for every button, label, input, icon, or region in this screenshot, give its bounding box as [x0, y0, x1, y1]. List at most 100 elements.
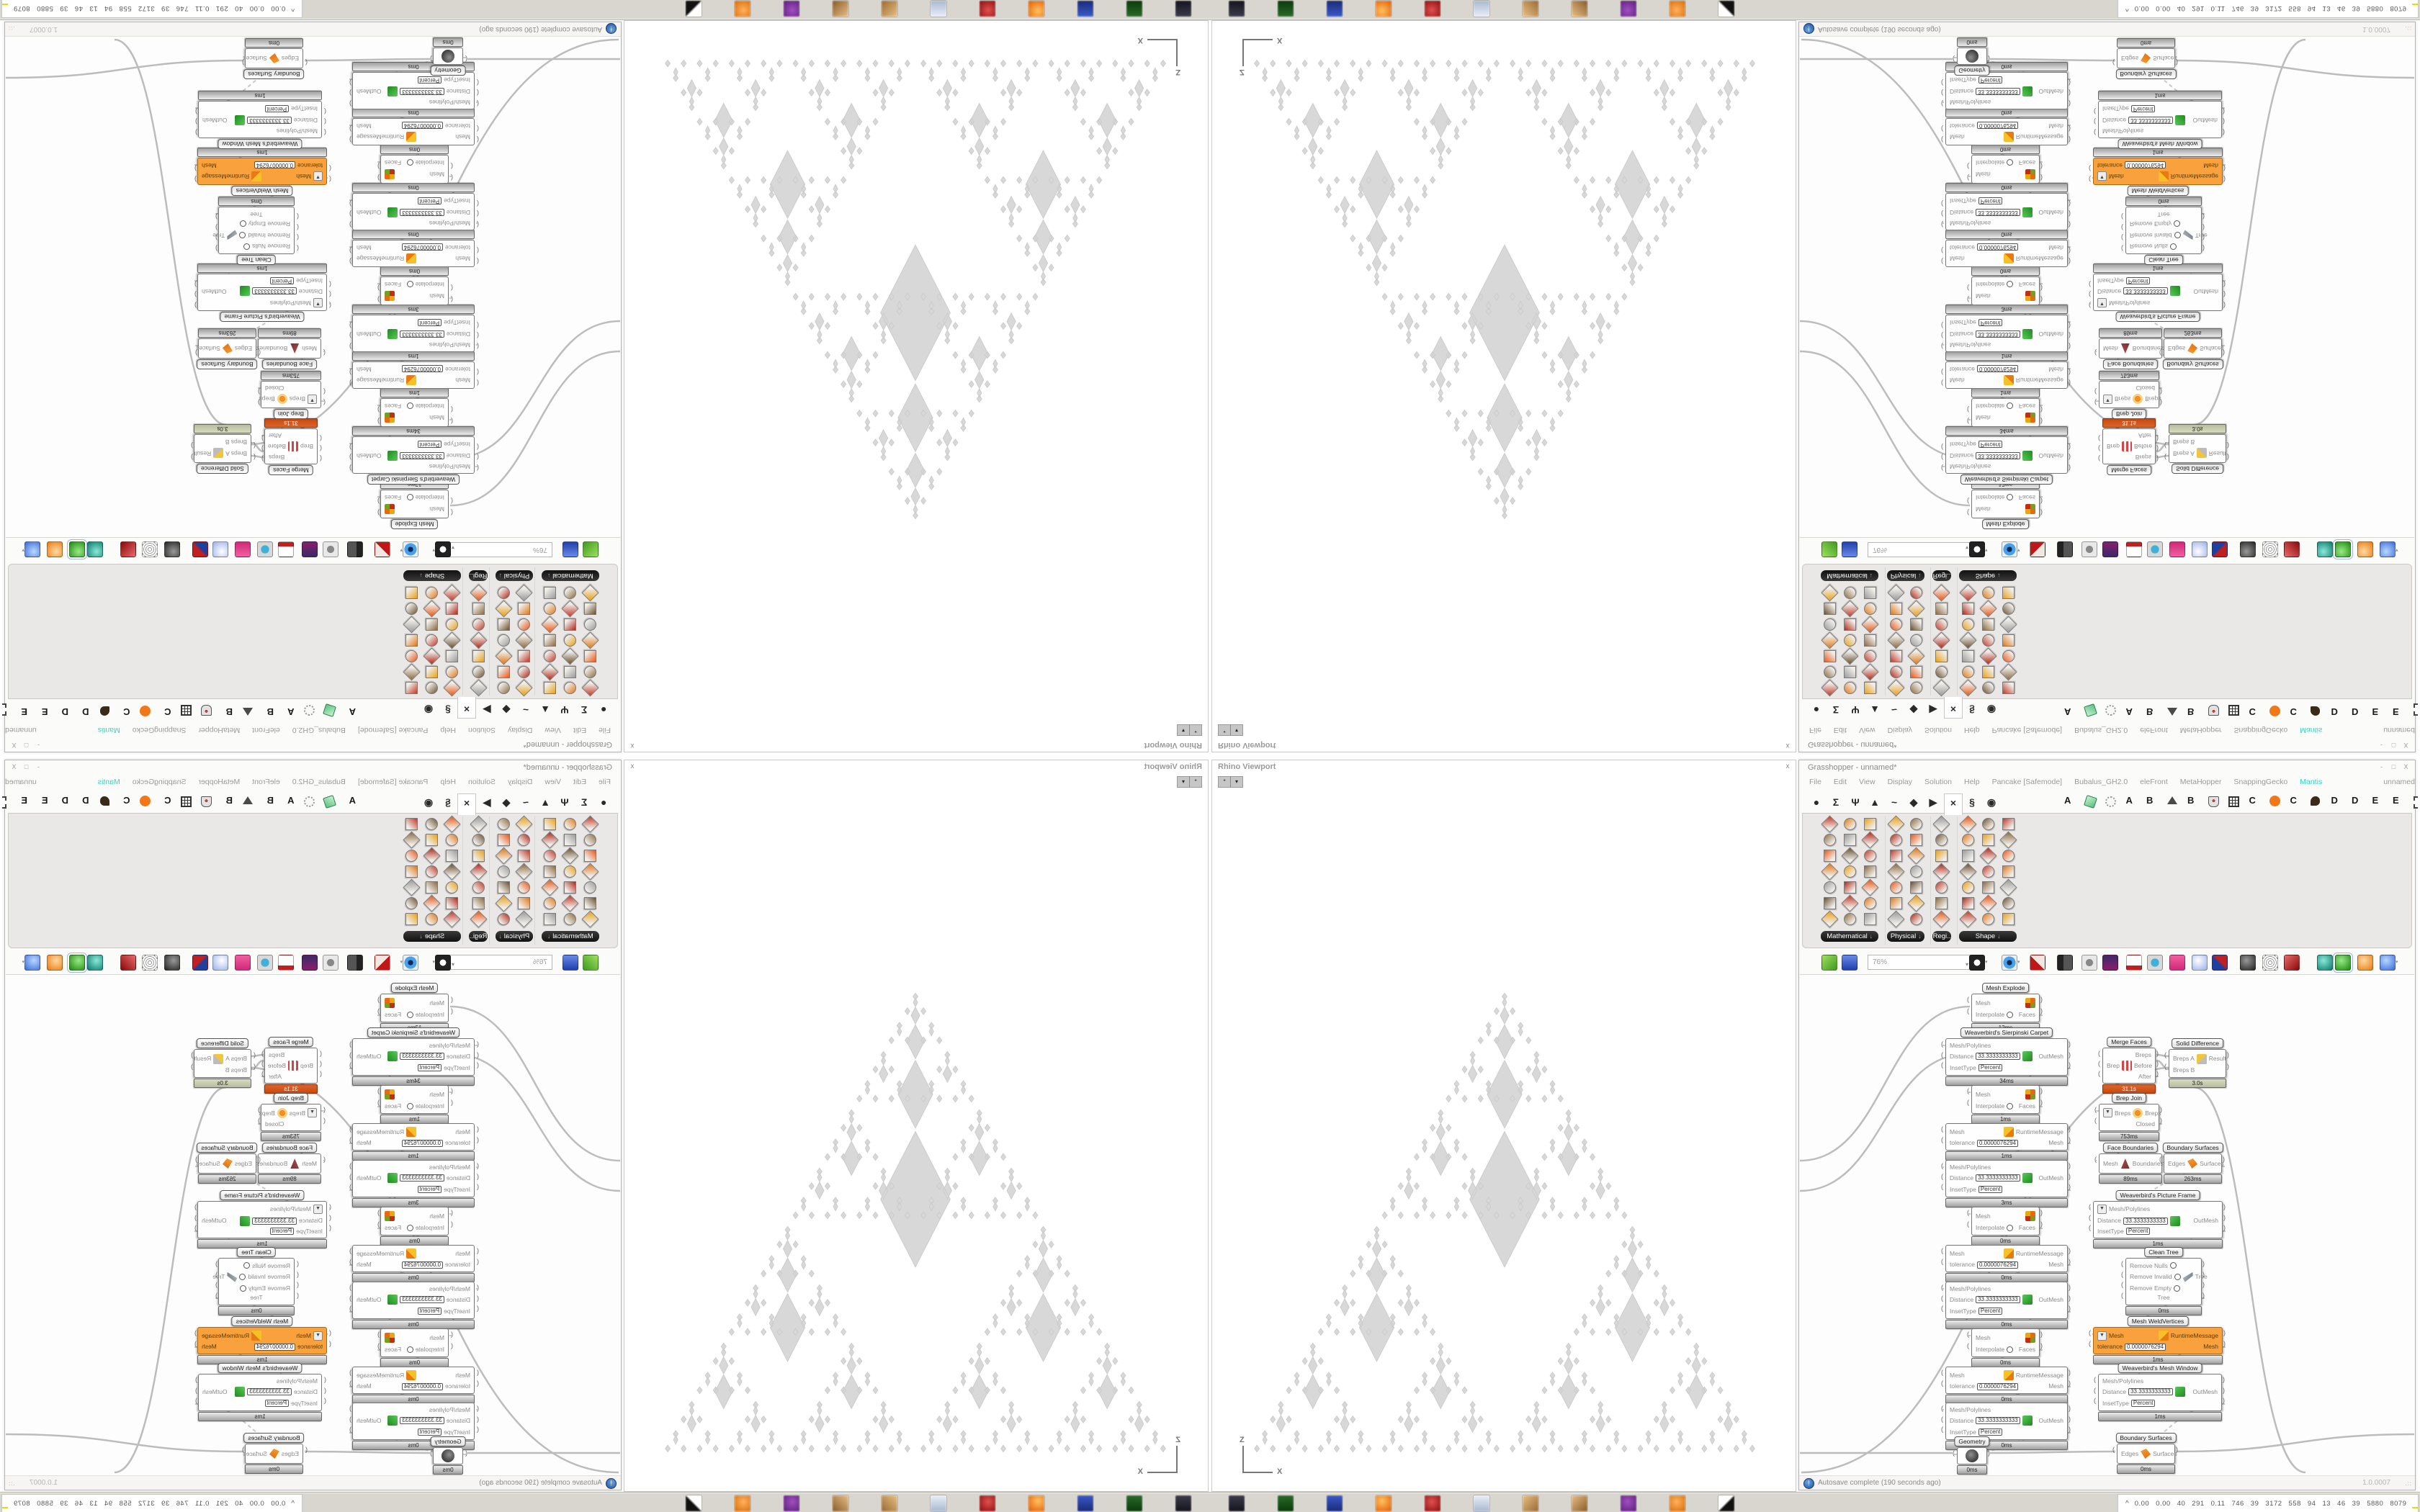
output-nub[interactable]: ) [377, 174, 380, 181]
input-nub[interactable]: ( [1941, 379, 1943, 387]
menu-item-bubalus-gh2-0[interactable]: Bubalus_GH2.0 [2074, 726, 2128, 734]
gh-node-mesh-explode[interactable]: Mesh Interpolate Faces [1971, 994, 2040, 1022]
sphere-blue-icon[interactable] [24, 955, 40, 971]
output-nub[interactable]: ) [349, 1136, 351, 1143]
output-nub[interactable]: ) [2156, 445, 2159, 452]
package-manager-icon[interactable] [1277, 1495, 1294, 1512]
output-nub[interactable]: ) [215, 1260, 218, 1267]
output-nub[interactable]: ) [349, 1258, 351, 1265]
gh-node-geometry[interactable] [1957, 1447, 1987, 1464]
output-nub[interactable]: ) [2202, 234, 2205, 242]
component-icon[interactable] [1844, 634, 1856, 647]
input-nub[interactable]: ( [297, 224, 299, 231]
param-radio[interactable] [406, 1346, 413, 1353]
expand-button[interactable]: ▼ [313, 298, 323, 308]
output-nub[interactable]: ) [349, 443, 351, 451]
output-nub[interactable]: ) [242, 1446, 244, 1453]
output-nub[interactable]: ) [349, 1125, 351, 1133]
component-icon[interactable] [518, 650, 530, 662]
param-value-input[interactable]: Percent [417, 1428, 442, 1436]
component-icon[interactable] [1932, 863, 1950, 881]
component-icon[interactable] [1864, 818, 1876, 830]
package-manager-icon[interactable] [1277, 0, 1294, 17]
component-icon[interactable] [515, 910, 533, 928]
ribbon-tab-maths-icon[interactable]: Σ [581, 796, 588, 808]
component-icon[interactable] [426, 818, 438, 830]
output-nub[interactable]: ) [2223, 1224, 2226, 1232]
plugin-tab-e-16[interactable]: E [2393, 706, 2399, 717]
gh-node-weld[interactable]: Mesh RuntimeMessage tolerance 0.0000076294 M… [1945, 1245, 2068, 1272]
component-icon[interactable] [443, 863, 461, 881]
component-icon[interactable] [446, 666, 458, 678]
plugin-tab-b-6[interactable]: B [2187, 706, 2195, 717]
plugin-tab-e-15[interactable]: E [41, 706, 48, 717]
krita-hand-icon[interactable] [685, 1495, 702, 1512]
output-nub[interactable]: ) [261, 1050, 264, 1057]
input-nub[interactable]: ( [329, 1203, 331, 1210]
component-icon[interactable] [1861, 663, 1879, 681]
toolbar-dropdown-icon[interactable]: ▾ [432, 960, 435, 965]
ribbon-tab-vector-icon[interactable]: ▲ [1870, 796, 1880, 808]
output-nub[interactable]: ) [2040, 284, 2043, 292]
input-nub[interactable]: ( [259, 1156, 261, 1163]
component-icon[interactable] [470, 584, 488, 602]
krita-hand-icon[interactable] [1718, 1495, 1735, 1512]
ribbon-tab-curve-icon[interactable]: ~ [522, 704, 529, 716]
component-icon[interactable] [1821, 631, 1839, 649]
param-value-input[interactable]: 0.0000076294 [401, 1139, 444, 1147]
gem-red-icon[interactable] [2284, 541, 2300, 557]
component-icon[interactable] [541, 878, 559, 896]
output-nub[interactable]: ) [2069, 1125, 2071, 1133]
component-icon[interactable] [1844, 913, 1856, 925]
component-icon[interactable] [584, 881, 596, 894]
component-icon[interactable] [1887, 815, 1905, 833]
component-icon[interactable] [1887, 863, 1905, 881]
output-nub[interactable]: ) [2160, 399, 2162, 406]
component-icon[interactable] [518, 881, 530, 894]
gh-node-face-boundaries[interactable]: Mesh Boundaries [256, 338, 321, 359]
input-nub[interactable]: ( [2121, 234, 2123, 242]
menu-item-display[interactable]: Display [1887, 726, 1913, 734]
gh-node-face-boundaries[interactable]: Mesh Boundaries [2099, 1153, 2164, 1174]
balloon-icon[interactable] [212, 955, 228, 971]
output-nub[interactable]: ) [2227, 1051, 2229, 1058]
param-value-input[interactable]: Percent [417, 76, 442, 84]
output-nub[interactable]: ) [377, 284, 380, 292]
output-nub[interactable]: ) [2223, 1329, 2226, 1336]
sphere-green-icon[interactable] [2333, 953, 2353, 973]
input-nub[interactable]: ( [329, 280, 331, 288]
component-icon[interactable] [584, 650, 596, 662]
input-nub[interactable]: ( [2094, 1117, 2097, 1124]
param-radio[interactable] [2007, 1346, 2014, 1353]
gh-node-merge-faces[interactable]: Breps Brep Before After [264, 1048, 318, 1084]
plugin-tab-gem-icon[interactable] [323, 795, 337, 809]
component-icon[interactable] [581, 863, 599, 881]
palette-group-label[interactable]: Shape↓ [1959, 931, 2017, 942]
param-value-input[interactable]: Percent [1978, 440, 2003, 448]
swap-arrows-icon[interactable] [192, 541, 208, 557]
param-value-input[interactable]: 33.3333333333 [247, 116, 292, 124]
menu-item-elefront[interactable]: eleFront [252, 726, 280, 734]
component-icon[interactable] [1821, 679, 1839, 697]
param-value-input[interactable]: 33.3333333333 [400, 1174, 444, 1182]
ribbon-tab-params-icon[interactable]: ● [600, 796, 607, 808]
gh-node-brep-join[interactable]: ▼ Breps Breps Closed [2099, 1104, 2161, 1131]
plugin-tab-shield-icon[interactable] [201, 796, 212, 807]
viewport-pin-button[interactable]: * [1223, 727, 1226, 734]
menu-item-edit[interactable]: Edit [1833, 726, 1847, 734]
output-nub[interactable]: ) [349, 1061, 351, 1069]
input-nub[interactable]: ( [1941, 332, 1943, 340]
plugin-tab-bird-icon[interactable] [2311, 706, 2320, 716]
gh-node-weaverbird-s-sierpinski-carpet[interactable]: Mesh/Polylines Distance 33.3333333333 OutMe… [1945, 436, 2068, 474]
param-value-input[interactable]: 0.0000076294 [1976, 1139, 2019, 1147]
param-value-input[interactable]: 33.3333333333 [1976, 451, 2020, 459]
input-nub[interactable]: ( [320, 455, 322, 462]
gh-node-poly[interactable]: Mesh/Polylines Distance 33.3333333333 OutMe… [352, 315, 475, 352]
viewport-pin-button[interactable]: * [1194, 778, 1197, 785]
component-icon[interactable] [1887, 910, 1905, 928]
ribbon-tab-transform-icon[interactable]: § [445, 796, 451, 808]
param-value-input[interactable]: 0.0000076294 [2124, 1343, 2166, 1351]
component-icon[interactable] [1864, 587, 1876, 599]
input-nub[interactable]: ( [477, 1405, 479, 1412]
